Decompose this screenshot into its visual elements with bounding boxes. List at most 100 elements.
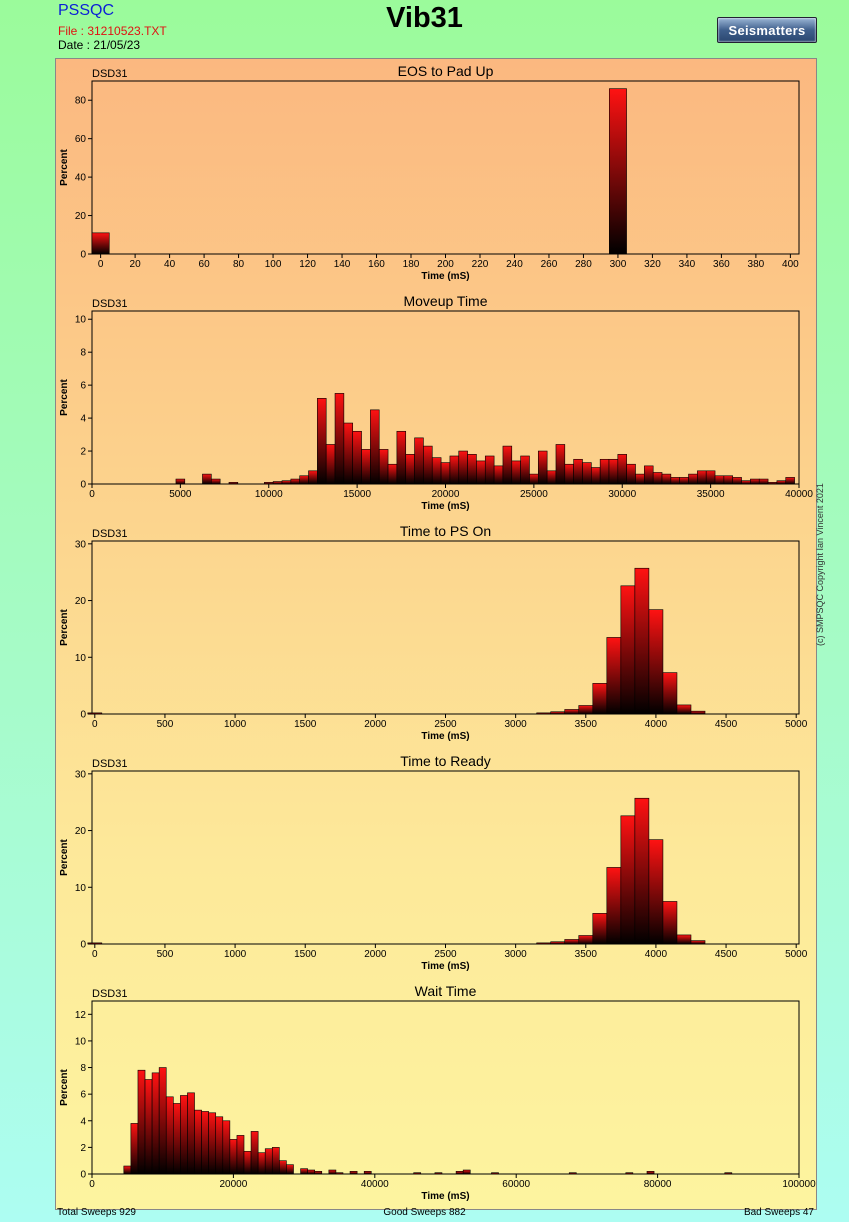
histogram-bar [679,477,689,485]
histogram-bar [635,473,645,485]
y-tick-label: 6 [80,1090,86,1101]
histogram-bar [286,1164,294,1175]
histogram-bar [423,445,433,485]
histogram-bar [688,473,698,485]
y-tick-label: 10 [75,883,87,894]
y-tick-label: 10 [75,315,87,326]
histogram-bar [130,1123,139,1175]
histogram-bar [201,1111,209,1175]
histogram-bar [173,1103,181,1175]
x-tick-label: 0 [98,259,104,270]
histogram-bar [431,457,442,485]
x-tick-label: 1000 [224,719,247,730]
histogram-bar [591,467,601,485]
histogram-bar [308,470,318,485]
x-tick-label: 360 [713,259,730,270]
histogram-bar [661,473,672,485]
histogram-bar [349,1171,358,1175]
report-date: Date : 21/05/23 [58,38,141,52]
histogram-bar [208,1112,217,1175]
histogram-bar [279,1160,287,1175]
histogram-bar [676,704,692,715]
x-tick-label: 3000 [505,949,528,960]
histogram-bar [606,867,622,945]
histogram-bar [529,473,539,485]
histogram-bar [264,1148,273,1175]
x-tick-label: 1500 [294,719,317,730]
y-tick-label: 10 [75,1036,87,1047]
y-tick-label: 4 [80,1116,86,1127]
x-tick-label: 40000 [361,1179,389,1190]
x-tick-label: 0 [92,949,98,960]
histogram-bar [732,477,742,485]
x-tick-label: 220 [472,259,489,270]
chart-title: Moveup Time [403,293,487,309]
x-tick-label: 3000 [505,719,528,730]
x-tick-label: 1500 [294,949,317,960]
histogram-bar [662,672,678,715]
x-tick-label: 25000 [520,489,548,500]
histogram-bar [670,477,680,485]
chart-title: Wait Time [415,983,477,999]
histogram-bar [620,585,636,715]
histogram-bar [434,1172,443,1175]
histogram-bar [215,1116,224,1175]
histogram-bar [608,458,619,485]
x-tick-label: 60 [199,259,211,270]
histogram-bar [676,934,692,945]
y-tick-label: 8 [80,1063,86,1074]
histogram-bar [662,901,678,945]
histogram-bar [281,480,292,485]
y-tick-label: 0 [80,480,86,491]
histogram-bar [648,609,664,715]
y-tick-label: 2 [80,447,86,458]
histogram-bar [151,1072,160,1175]
histogram-bar [767,482,778,485]
x-tick-label: 3500 [575,719,598,730]
histogram-bar [536,942,552,945]
histogram-bar [405,454,415,485]
x-axis-label: Time (mS) [421,731,469,742]
histogram-bar [363,1171,372,1175]
histogram-bar [578,705,594,715]
chart-title: Time to PS On [400,523,491,539]
x-tick-label: 30000 [608,489,636,500]
histogram-bar [236,1135,245,1175]
histogram-bar [396,430,407,485]
y-tick-label: 80 [75,96,87,107]
histogram-bar [493,465,504,485]
plot-frame [91,540,800,715]
histogram-bar [307,1169,316,1175]
x-tick-label: 120 [299,259,316,270]
histogram-bar [741,480,751,485]
histogram-bar [582,462,592,485]
x-tick-label: 300 [610,259,627,270]
y-axis-label: Percent [59,378,70,415]
histogram-bar [467,454,477,485]
chart-tag: DSD31 [92,758,127,770]
histogram-bar [537,450,548,485]
histogram-bar [123,1165,132,1175]
x-tick-label: 60000 [502,1179,530,1190]
histogram-bar [378,449,389,485]
x-tick-label: 3500 [575,949,598,960]
histogram-bar [573,458,583,485]
histogram-bar [652,472,663,485]
y-tick-label: 12 [75,1010,87,1021]
histogram-bar [758,478,769,485]
histogram-bar [550,941,566,945]
x-axis-label: Time (mS) [421,961,469,972]
x-tick-label: 40000 [785,489,813,500]
plot-frame [91,80,800,255]
y-tick-label: 2 [80,1143,86,1154]
histogram-bar [317,398,327,485]
histogram-bar [690,940,706,945]
histogram-bar [625,1172,634,1175]
y-tick-label: 30 [75,539,87,550]
x-tick-label: 80 [233,259,245,270]
x-tick-label: 0 [92,719,98,730]
histogram-bar [546,470,557,485]
histogram-bar [455,1171,464,1175]
histogram-bar [648,839,664,945]
